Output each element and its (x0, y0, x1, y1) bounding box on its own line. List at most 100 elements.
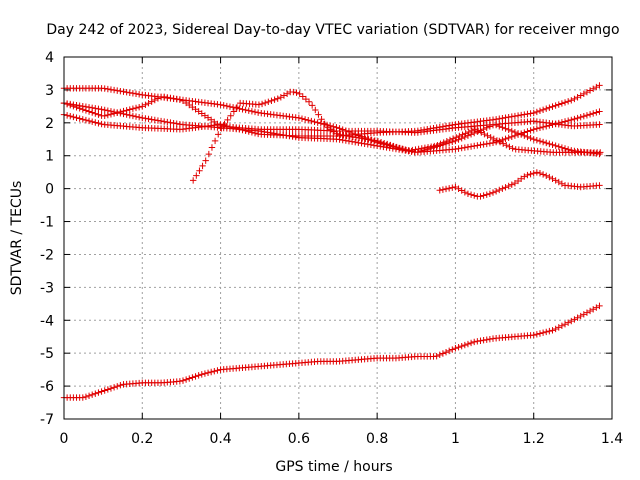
data-point (370, 142, 378, 149)
data-point (255, 101, 263, 108)
data-point (73, 114, 80, 121)
data-point (530, 136, 537, 143)
series-sat-g (60, 302, 603, 401)
data-point (437, 140, 444, 148)
data-point (439, 186, 447, 193)
data-point (189, 177, 197, 184)
data-point (195, 372, 202, 379)
data-point (186, 375, 193, 382)
data-point (536, 330, 544, 337)
data-point (123, 89, 130, 96)
data-point (508, 113, 515, 120)
data-point (509, 145, 516, 152)
data-point (564, 117, 572, 124)
data-point (502, 125, 509, 132)
data-point (502, 184, 509, 191)
y-tick-label: -5 (40, 346, 54, 362)
data-point (486, 190, 494, 197)
data-point (98, 388, 105, 395)
data-point (176, 378, 184, 385)
data-point (549, 103, 556, 110)
data-point (530, 126, 537, 133)
data-point (539, 171, 547, 178)
data-point (179, 377, 187, 384)
data-point (295, 114, 303, 122)
data-point (442, 122, 450, 130)
data-point (305, 117, 312, 124)
data-point (114, 109, 121, 116)
data-point (142, 115, 149, 122)
data-point (415, 145, 422, 153)
data-point (104, 107, 112, 114)
data-point (483, 336, 490, 343)
data-point (123, 111, 130, 118)
data-point (129, 112, 137, 120)
data-point (568, 97, 575, 104)
data-point (82, 103, 90, 110)
y-tick-label: -3 (40, 280, 54, 296)
data-point (292, 133, 299, 141)
data-point (496, 115, 503, 122)
data-point (477, 141, 484, 149)
data-point (361, 140, 368, 147)
data-point (301, 116, 309, 123)
data-point (305, 98, 313, 105)
data-point (79, 394, 86, 401)
data-point (233, 104, 240, 112)
x-tick-label: 1.2 (523, 431, 545, 447)
y-tick-label: 1 (45, 149, 54, 165)
data-point (552, 102, 559, 109)
data-point (258, 100, 266, 108)
data-point (355, 139, 362, 146)
data-point (82, 393, 90, 401)
data-point (82, 116, 90, 124)
data-point (377, 143, 384, 150)
data-point (189, 374, 196, 381)
data-point (223, 102, 231, 110)
data-point (508, 181, 515, 188)
data-point (221, 120, 228, 128)
data-point (524, 128, 531, 135)
data-point (467, 143, 475, 150)
data-point (92, 105, 99, 112)
data-point (464, 143, 472, 151)
data-point (517, 130, 525, 137)
data-point (342, 137, 350, 144)
data-point (85, 104, 93, 111)
data-point (533, 331, 541, 338)
data-point (193, 172, 200, 179)
data-point (459, 131, 466, 138)
data-point (521, 111, 528, 118)
data-point (499, 115, 506, 122)
data-point (114, 383, 121, 390)
x-axis-label: GPS time / hours (275, 459, 392, 475)
data-point (445, 185, 453, 192)
data-point (70, 101, 77, 108)
data-point (461, 189, 469, 196)
data-point (348, 138, 356, 145)
data-point (446, 136, 454, 144)
data-point (527, 110, 534, 117)
data-point (129, 90, 137, 97)
data-point (442, 348, 450, 356)
data-point (539, 123, 547, 131)
data-point (549, 121, 556, 128)
data-point (561, 118, 569, 125)
data-point (574, 114, 581, 122)
data-point (596, 108, 603, 115)
data-point (129, 105, 137, 112)
data-point (120, 110, 127, 118)
data-point (590, 110, 597, 117)
data-point (492, 188, 500, 195)
data-point (110, 108, 118, 116)
data-point (433, 124, 440, 131)
data-point (442, 185, 450, 193)
data-point (583, 309, 591, 316)
data-point (571, 115, 578, 123)
data-point (505, 134, 512, 142)
axis-ticks: 0 0.2 0.4 0.6 0.8 1 1.2 1.4 -7 -6 -5 -4 -3 -2 -1 0 1 2 3 4 (40, 50, 623, 447)
data-point (549, 175, 556, 182)
data-point (577, 312, 584, 320)
data-point (536, 124, 544, 132)
data-point (132, 90, 140, 97)
